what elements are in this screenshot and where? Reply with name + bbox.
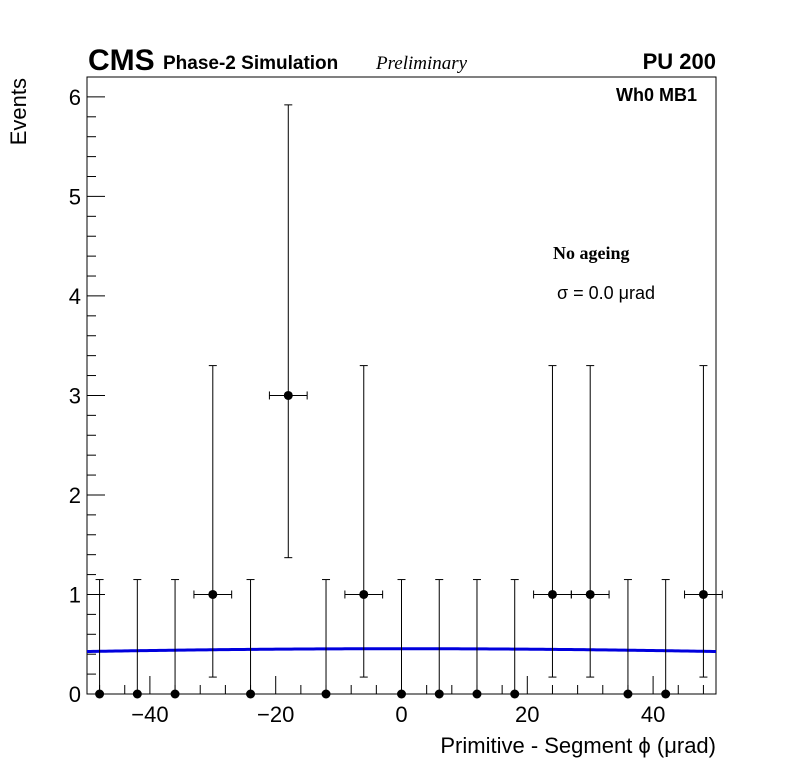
- x-tick-label: −20: [257, 702, 294, 727]
- pileup-label: PU 200: [643, 49, 716, 74]
- point-marker: [698, 589, 708, 599]
- point-marker: [170, 689, 180, 699]
- data-point: [132, 579, 142, 699]
- y-tick-label: 1: [69, 582, 81, 607]
- point-marker: [434, 689, 444, 699]
- data-point: [661, 579, 671, 699]
- data-point: [344, 365, 384, 678]
- sigma-label: σ = 0.0 μrad: [557, 283, 655, 303]
- data-points-group: [95, 104, 723, 699]
- y-tick-label: 2: [69, 483, 81, 508]
- axes-group: −40 −20 0 20 40 0 1 2 3 4 5 6: [69, 76, 704, 727]
- data-point: [95, 579, 105, 699]
- data-point: [434, 579, 444, 699]
- data-point: [246, 579, 256, 699]
- y-tick-label: 0: [69, 682, 81, 707]
- y-tick-label: 5: [69, 184, 81, 209]
- x-tick-label: −40: [131, 702, 168, 727]
- x-tick-label: 40: [641, 702, 665, 727]
- point-marker: [585, 589, 595, 599]
- data-point: [570, 365, 610, 678]
- data-point: [268, 104, 308, 559]
- y-tick-label: 3: [69, 383, 81, 408]
- region-label: Wh0 MB1: [616, 85, 697, 105]
- data-point: [510, 579, 520, 699]
- point-marker: [472, 689, 482, 699]
- x-tick-label: 20: [515, 702, 539, 727]
- point-marker: [397, 689, 406, 699]
- data-point: [170, 579, 180, 699]
- data-point: [193, 365, 233, 678]
- point-marker: [283, 390, 293, 400]
- data-point: [684, 365, 723, 678]
- y-tick-label: 6: [69, 85, 81, 110]
- point-marker: [510, 689, 520, 699]
- point-marker: [661, 689, 671, 699]
- status-label: Preliminary: [375, 53, 468, 74]
- y-axis-title: Events: [6, 78, 31, 145]
- subtitle-label: Phase-2 Simulation: [163, 53, 338, 74]
- point-marker: [321, 689, 331, 699]
- point-marker: [95, 689, 105, 699]
- data-point: [623, 579, 633, 699]
- point-marker: [208, 589, 218, 599]
- point-marker: [132, 689, 142, 699]
- point-marker: [623, 689, 633, 699]
- data-point: [472, 579, 482, 699]
- x-axis-title: Primitive - Segment ϕ (μrad): [440, 733, 716, 758]
- experiment-label: CMS: [88, 44, 155, 77]
- y-tick-label: 4: [69, 284, 81, 309]
- condition-label: No ageing: [553, 243, 630, 263]
- data-point: [397, 579, 406, 699]
- point-marker: [246, 689, 256, 699]
- x-tick-label: 0: [395, 702, 407, 727]
- data-point: [321, 579, 331, 699]
- data-point: [533, 365, 572, 678]
- point-marker: [359, 589, 369, 599]
- point-marker: [547, 589, 557, 599]
